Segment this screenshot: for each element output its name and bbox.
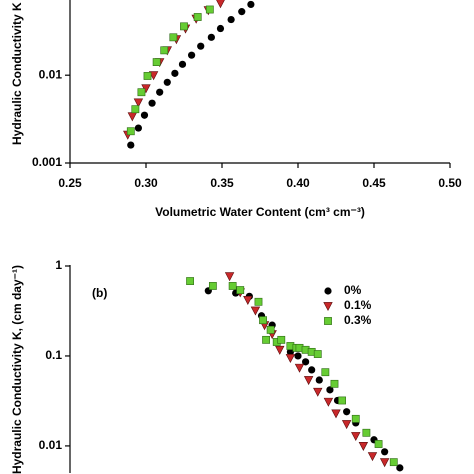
- data-point: [308, 366, 316, 374]
- data-point: [156, 88, 164, 96]
- data-point: [323, 397, 334, 407]
- data-point: [224, 272, 235, 282]
- data-point: [171, 69, 179, 77]
- data-point: [374, 440, 383, 448]
- data-point: [148, 71, 159, 81]
- data-point: [186, 277, 194, 285]
- data-point: [358, 442, 369, 451]
- x-tick-label: 0.45: [362, 176, 386, 190]
- y-tick-label: 0.01: [39, 438, 63, 452]
- data-point: [152, 58, 161, 66]
- data-point: [236, 286, 245, 294]
- x-tick-label: 0.40: [286, 176, 310, 190]
- data-point: [262, 335, 270, 344]
- data-point: [367, 452, 378, 462]
- data-point: [294, 363, 305, 373]
- data-point: [313, 350, 322, 358]
- y-axis-label: Hydraulic Conductivity K, (cm day⁻¹): [10, 265, 24, 474]
- data-point: [302, 358, 310, 366]
- data-point: [140, 111, 149, 119]
- data-point: [126, 127, 135, 136]
- data-point: [351, 414, 360, 423]
- data-point: [343, 408, 351, 416]
- data-point: [396, 464, 404, 472]
- data-point: [134, 124, 142, 132]
- data-point: [351, 432, 361, 442]
- data-point: [137, 88, 146, 97]
- legend-marker: [323, 302, 333, 312]
- x-tick-label: 0.35: [210, 176, 234, 190]
- data-point: [178, 60, 187, 68]
- data-point: [193, 13, 202, 21]
- data-point: [277, 335, 286, 344]
- data-point: [208, 282, 217, 290]
- y-axis-label: Hydraulic Conductivity K: [10, 2, 24, 145]
- data-point: [133, 98, 144, 108]
- y-tick-label: 0.01: [39, 67, 63, 81]
- data-point: [250, 306, 261, 316]
- x-tick-label: 0.30: [134, 176, 158, 190]
- data-point: [207, 33, 215, 41]
- data-point: [227, 15, 235, 24]
- panel-label: (b): [92, 286, 107, 300]
- data-point: [294, 352, 302, 360]
- x-axis-label: Volumetric Water Content (cm³ cm⁻³): [155, 205, 365, 219]
- data-point: [127, 141, 135, 149]
- data-point: [303, 376, 314, 386]
- data-point: [254, 297, 263, 306]
- x-tick-label: 0.50: [438, 176, 462, 190]
- data-point: [205, 5, 214, 14]
- data-point: [362, 428, 371, 437]
- data-point: [381, 448, 389, 456]
- y-tick-label: 0.001: [32, 155, 62, 169]
- legend-marker: [324, 317, 332, 325]
- legend-label: 0.1%: [344, 298, 372, 312]
- data-point: [315, 376, 323, 384]
- data-point: [330, 379, 339, 388]
- legend-label: 0.3%: [344, 313, 372, 327]
- data-point: [216, 24, 225, 33]
- data-point: [131, 105, 140, 114]
- data-point: [266, 325, 275, 334]
- data-point: [127, 112, 138, 122]
- data-point: [180, 22, 188, 31]
- data-point: [188, 51, 196, 59]
- data-point: [285, 354, 296, 364]
- data-point: [143, 72, 152, 80]
- data-point: [163, 78, 171, 86]
- data-point: [197, 42, 205, 50]
- y-tick-label: 0.1: [45, 348, 62, 362]
- data-point: [148, 99, 156, 107]
- data-point: [321, 368, 330, 377]
- data-point: [389, 458, 398, 467]
- data-point: [259, 316, 267, 325]
- data-point: [160, 46, 169, 55]
- legend-marker: [324, 287, 332, 295]
- data-point: [379, 458, 390, 468]
- data-point: [216, 0, 225, 9]
- data-point: [228, 282, 237, 290]
- data-point: [313, 387, 323, 397]
- x-tick-label: 0.25: [58, 176, 82, 190]
- data-point: [243, 295, 253, 305]
- legend-label: 0%: [344, 283, 362, 297]
- data-point: [238, 8, 246, 16]
- data-point: [247, 0, 255, 9]
- data-point: [275, 345, 285, 355]
- data-point: [286, 348, 294, 356]
- data-point: [338, 396, 346, 405]
- data-point: [331, 409, 341, 419]
- y-tick-label: 1: [55, 258, 62, 272]
- data-point: [169, 33, 178, 42]
- data-point: [341, 420, 352, 430]
- data-point: [326, 386, 334, 394]
